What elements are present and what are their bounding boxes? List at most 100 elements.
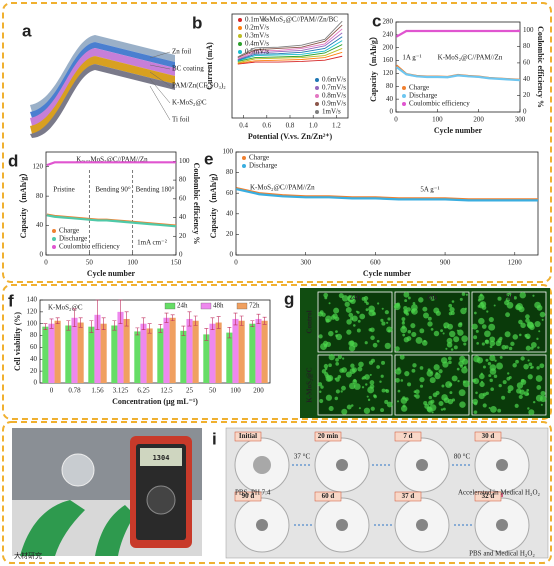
error-bar (239, 315, 244, 326)
cell-dot (504, 331, 511, 338)
bar (215, 322, 222, 383)
x-tick-label: 12.5 (160, 387, 173, 395)
time-label: 7 d (403, 432, 412, 440)
cell-dot (384, 310, 389, 315)
cell-dot (397, 389, 401, 393)
legend-label: 0.8mV/s (322, 92, 346, 100)
bar (186, 318, 193, 383)
cell-dot (328, 302, 331, 305)
y2-axis-label: Coulombic efficiency % (192, 163, 201, 245)
cell-dot (524, 334, 528, 338)
cell-dot (461, 366, 468, 374)
error-bar (204, 328, 209, 341)
bar (54, 320, 61, 383)
cell-dot (486, 310, 489, 313)
y2-tick-label: 60 (179, 194, 187, 202)
y-tick-label: 240 (383, 30, 394, 38)
cell-dot (369, 373, 372, 376)
cell-dot (540, 403, 543, 406)
x-tick-label: 0.78 (68, 387, 81, 395)
cell-dot (527, 359, 530, 362)
cell-dot (335, 330, 338, 334)
series-line (235, 188, 538, 202)
bar (140, 323, 147, 383)
cell-dot (415, 336, 423, 344)
cell-dot (458, 360, 464, 367)
x-tick-label: 0.8 (286, 122, 295, 130)
cell-dot (368, 328, 372, 332)
panel-letter: f (8, 291, 14, 310)
layer-label: BC coating (172, 65, 204, 73)
cell-dot (451, 398, 456, 402)
y-tick-label: 120 (383, 69, 394, 77)
cell-dot (344, 301, 350, 307)
column-label: 24h (350, 294, 361, 302)
error-bar (43, 323, 48, 330)
y-tick-label: 40 (36, 221, 44, 229)
bar (146, 328, 153, 383)
column-label: 48h (427, 294, 438, 302)
panel-letter: c (372, 11, 381, 30)
panel-letter: i (212, 429, 217, 448)
time-tag (234, 491, 262, 502)
error-bar (55, 317, 60, 325)
watermark: 大材研究 (14, 551, 42, 560)
cell-dot (526, 336, 530, 339)
sample (416, 519, 428, 531)
error-bar (101, 317, 106, 330)
time-tag (314, 491, 342, 502)
cell-dot (527, 374, 533, 380)
cell-dot (369, 384, 375, 389)
bar (180, 330, 187, 383)
cell-dot (430, 328, 434, 331)
x-tick-label: 1.56 (91, 387, 104, 395)
y-tick-label: 60 (226, 189, 234, 197)
x-axis-label: Cycle number (363, 269, 412, 278)
y2-tick-label: 20 (179, 232, 187, 240)
cell-dot (538, 330, 541, 333)
cell-dot (324, 367, 328, 371)
cell-dot (438, 401, 444, 407)
cell-dot (506, 376, 511, 381)
cell-dot (507, 385, 514, 392)
y-tick-label: 0 (230, 251, 234, 259)
cell-dot (325, 375, 328, 378)
series-line (237, 55, 343, 65)
step-label: 37 °C (294, 453, 311, 461)
cell-dot (504, 345, 509, 349)
cell-dot (346, 329, 352, 335)
legend-swatch (236, 302, 248, 310)
cell-dot (332, 313, 338, 319)
legend-swatch (164, 302, 176, 310)
cell-dot (514, 403, 519, 408)
cell-dot (421, 340, 428, 346)
cell-dot (449, 391, 453, 395)
error-bar (250, 320, 255, 327)
layer-label: K-MoS₂@C (172, 99, 207, 107)
cell-dot (365, 301, 369, 305)
legend-label: Discharge (59, 235, 87, 243)
y2-axis-label: Coulombic efficiency % (536, 26, 545, 108)
time-label: 60 d (322, 492, 335, 500)
cell-dot (448, 303, 453, 308)
cell-dot (341, 408, 348, 415)
bar (42, 326, 49, 383)
leader (149, 85, 171, 121)
cell-dot (325, 394, 333, 401)
cell-dot (334, 377, 337, 380)
cell-dot (465, 293, 468, 296)
cell-dot (520, 378, 525, 383)
x-tick-label: 300 (515, 116, 526, 124)
cell-dot (319, 390, 322, 393)
sample (336, 459, 348, 471)
cell-dot (438, 369, 443, 374)
glove (95, 505, 135, 556)
y2-tick-label: 0 (179, 251, 183, 259)
meter-screen (140, 448, 182, 466)
legend-label: 48h (213, 302, 224, 310)
y-tick-label: 20 (30, 367, 38, 375)
annotation: Bending 180° (136, 186, 175, 194)
cell-dot (441, 384, 445, 388)
bar (117, 311, 124, 383)
